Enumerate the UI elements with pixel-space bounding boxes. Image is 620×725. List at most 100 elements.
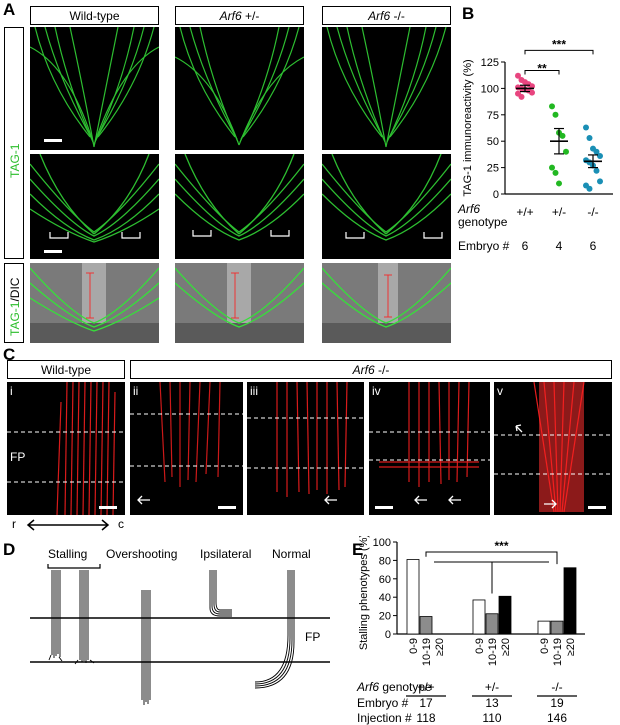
- significance-label: **: [537, 61, 547, 75]
- data-point: [586, 135, 593, 142]
- bin-label: ≥20: [434, 638, 446, 656]
- panel-label-c: C: [3, 345, 16, 364]
- y-tick-label: 0: [385, 629, 391, 641]
- chart-tag1-immunoreactivity: 0 25 50 75 100 125 TAG-1 immunoreactivity (%) *…: [457, 37, 613, 253]
- significance-bracket: [425, 551, 558, 565]
- bin-label: 10-19: [421, 638, 433, 666]
- y-tick-label: 100: [373, 537, 391, 549]
- axis-label-rostral: r: [12, 517, 16, 531]
- bin-label: 10-19: [552, 638, 564, 666]
- c-label-iv: iv: [372, 384, 381, 398]
- double-arrow-icon: [26, 519, 110, 531]
- significance-bracket: [434, 561, 549, 594]
- d-label-fp: FP: [305, 630, 321, 644]
- micrograph-tag1-fp-wild-type: [30, 154, 159, 259]
- panel-label-d: D: [3, 540, 16, 559]
- y-tick-label: 80: [379, 555, 391, 567]
- c-header-wild-type: Wild-type: [7, 360, 125, 379]
- category-label: -/-: [587, 205, 598, 219]
- embryo-count: 13: [485, 696, 499, 710]
- c-label-fp: FP: [10, 450, 26, 464]
- panel-label-a: A: [3, 0, 16, 19]
- bin-label: ≥20: [565, 638, 577, 656]
- micrograph-dic-arf6-het: [175, 263, 304, 343]
- embryo-label: Embryo #: [357, 696, 409, 710]
- embryo-count: 19: [550, 696, 564, 710]
- group-label: +/-: [485, 680, 499, 694]
- bin-label: 0-9: [474, 638, 486, 654]
- data-point: [583, 124, 589, 131]
- row-label-box-tag1-dic: [4, 263, 24, 343]
- data-point: [549, 103, 555, 110]
- micrograph-c-iii: iii: [247, 382, 364, 515]
- phenotype-stalling: Stalling: [48, 547, 88, 561]
- y-tick-label: 50: [487, 136, 499, 148]
- data-point: [529, 89, 535, 96]
- embryo-count: 6: [522, 239, 529, 253]
- column-header-arf6-ko: Arf6 -/-: [322, 6, 451, 25]
- data-point: [593, 167, 600, 174]
- embryo-count: 17: [419, 696, 433, 710]
- y-tick-label: 20: [379, 611, 391, 623]
- c-label-iii: iii: [250, 384, 258, 398]
- micrograph-c-iv: iv: [369, 382, 490, 515]
- bar: [406, 559, 420, 635]
- y-tick-label: 100: [481, 83, 499, 95]
- data-point: [552, 111, 559, 118]
- bar: [498, 595, 512, 635]
- row-label-tag1-dic: TAG-1/DIC: [8, 277, 22, 336]
- bar: [485, 613, 499, 635]
- column-header-wild-type: Wild-type: [30, 6, 159, 25]
- embryo-count: 4: [556, 239, 563, 253]
- embryo-count: 6: [590, 239, 597, 253]
- phenotype-normal: Normal: [272, 547, 311, 561]
- significance-bracket: [524, 69, 560, 75]
- phenotype-ipsilateral: Ipsilateral: [200, 547, 252, 561]
- phenotype-overshooting: Overshooting: [106, 547, 178, 561]
- y-axis-label: TAG-1 immunoreactivity (%): [462, 59, 474, 196]
- y-tick-label: 125: [481, 57, 499, 69]
- c-label-v: v: [497, 384, 503, 398]
- genotype-label: genotype: [458, 215, 508, 229]
- scale-bar: [375, 506, 393, 509]
- bar: [563, 567, 577, 635]
- axis-label-caudal: c: [118, 517, 124, 531]
- injection-count: 118: [416, 711, 435, 725]
- micrograph-dic-wild-type: [30, 263, 159, 343]
- injection-count: 110: [482, 711, 501, 725]
- panel-label-e: E: [352, 540, 364, 559]
- bin-label: 10-19: [487, 638, 499, 666]
- micrograph-dic-arf6-ko: [322, 263, 451, 343]
- embryo-label: Embryo #: [458, 239, 510, 253]
- data-point: [597, 152, 603, 159]
- significance-label: ***: [494, 539, 508, 553]
- diagram-axon-phenotypes: [30, 564, 330, 705]
- micrograph-tag1-arf6-ko: [322, 27, 451, 150]
- bin-label: 0-9: [408, 638, 420, 654]
- scale-bar: [44, 250, 62, 253]
- micrograph-tag1-arf6-het: [175, 27, 304, 150]
- y-tick-label: 60: [379, 574, 391, 586]
- micrograph-c-ii: ii: [130, 382, 243, 515]
- data-point: [559, 132, 566, 139]
- genotype-label: Arf6 genotype: [356, 680, 432, 694]
- c-label-i: i: [10, 384, 13, 398]
- c-header-arf6-ko: Arf6 -/-: [130, 360, 612, 379]
- scale-bar: [218, 506, 236, 509]
- row-label-box-tag1: [4, 27, 24, 259]
- data-point: [593, 148, 600, 155]
- injection-count: 146: [547, 711, 567, 725]
- bar: [472, 599, 486, 635]
- micrograph-tag1-wild-type: [30, 27, 159, 150]
- micrograph-c-v: v: [494, 382, 612, 515]
- bar: [537, 620, 551, 635]
- bin-label: ≥20: [500, 638, 512, 656]
- scale-bar: [44, 139, 62, 142]
- data-point: [518, 93, 525, 100]
- significance-label: ***: [552, 37, 566, 51]
- significance-bracket: [524, 49, 594, 55]
- y-tick-label: 0: [493, 189, 499, 201]
- data-point: [552, 169, 559, 176]
- panel-label-b: B: [462, 4, 475, 23]
